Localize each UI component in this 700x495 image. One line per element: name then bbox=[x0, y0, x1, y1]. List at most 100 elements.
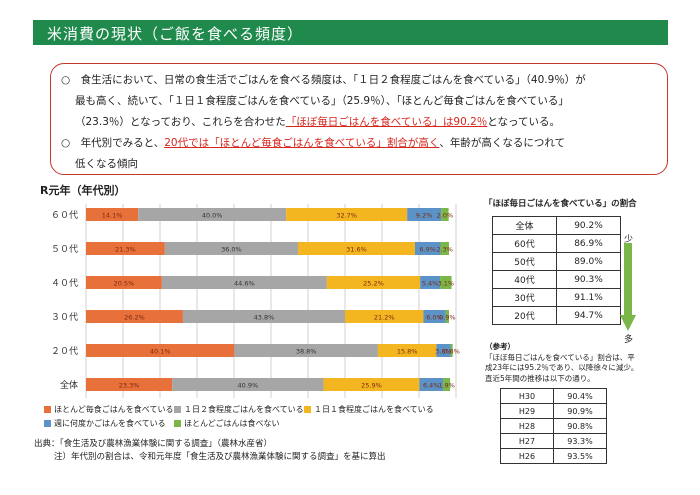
legend-swatch bbox=[44, 420, 51, 427]
legend-swatch bbox=[174, 406, 181, 413]
bar-segment bbox=[172, 378, 324, 391]
table-cell: 20代 bbox=[492, 306, 557, 325]
bar-segment bbox=[86, 378, 173, 391]
data-label: 9.2% bbox=[416, 212, 433, 220]
table-cell: H26 bbox=[500, 448, 554, 464]
legend-item: ほとんど毎食ごはんを食べている bbox=[44, 404, 173, 415]
data-label: 5.4% bbox=[422, 280, 439, 288]
table-cell: 90.3% bbox=[556, 270, 621, 289]
summary-line-1: ○ 食生活において、日常の食生活でごはんを食べる頻度は、「１日２食程度ごはんを食… bbox=[61, 74, 586, 86]
bar-segment bbox=[326, 276, 421, 289]
data-label: 31.6% bbox=[346, 246, 367, 254]
data-label: 40.1% bbox=[150, 348, 171, 356]
bar-segment bbox=[423, 310, 446, 323]
reference-line: 直近5年間の推移は以下の通り。 bbox=[485, 373, 595, 383]
summary-line-5: 低くなる傾向 bbox=[75, 158, 138, 170]
table-cell: 60代 bbox=[492, 234, 557, 253]
legend-label: １日２食程度ごはんを食べている bbox=[184, 405, 304, 414]
bar-segment bbox=[323, 378, 420, 391]
data-label: 1.9% bbox=[438, 382, 455, 390]
table-cell: 89.0% bbox=[556, 252, 621, 271]
data-label: 2.3% bbox=[436, 246, 453, 254]
source-line-1: 出典：「食生活及び農林漁業体験に関する調査」（農林水産省） bbox=[34, 439, 273, 449]
summary-line-4: ○ 年代別でみると、20代では「ほとんど毎食ごはんを食べている」割合が高く、年齢… bbox=[61, 137, 566, 149]
table-cell: 90.4% bbox=[553, 388, 607, 404]
summary-line-3: （23.3％）となっており、これらを合わせた「ほぼ毎日ごはんを食べている」は90… bbox=[75, 116, 560, 128]
data-label: 6.0% bbox=[426, 314, 443, 322]
table-row: H29 90.9% bbox=[500, 403, 607, 419]
stacked-bar-chart: ６０代 14.1% 40.0% 32.7% 9.2% 2.0% ５０代 21.3% 36.0% 3… bbox=[51, 204, 460, 398]
bar-segment bbox=[286, 208, 408, 221]
legend-swatch bbox=[174, 420, 181, 427]
data-label: 3.8% bbox=[435, 348, 452, 356]
bar-segment bbox=[443, 378, 451, 391]
bar-segment bbox=[86, 310, 183, 323]
bar-segment bbox=[445, 310, 449, 323]
table-cell: 94.7% bbox=[556, 306, 621, 325]
data-label: 21.3% bbox=[115, 246, 136, 254]
legend-item: １日２食程度ごはんを食べている bbox=[174, 404, 304, 415]
table-cell: 50代 bbox=[492, 252, 557, 271]
reference-line: （参考） bbox=[485, 342, 515, 351]
data-label: 23.3% bbox=[119, 382, 140, 390]
bar-segment bbox=[407, 208, 442, 221]
table-cell: 90.8% bbox=[553, 418, 607, 434]
summary-line-2: 最も高く、続いて、「１日１食程度ごはんを食べている」（25.9％）、「ほとんど毎… bbox=[75, 95, 569, 107]
bar-segment bbox=[86, 344, 235, 357]
reference-line: 成23年には95.2％であり、以降徐々に減少。 bbox=[485, 363, 639, 372]
table-row: H28 90.8% bbox=[500, 418, 607, 434]
category-label: ２０代 bbox=[51, 346, 78, 357]
table-cell: 93.3% bbox=[553, 433, 607, 449]
data-label: 36.0% bbox=[221, 246, 242, 254]
category-label: 全体 bbox=[60, 379, 78, 391]
table-cell: 90.2% bbox=[556, 216, 621, 235]
trend-table: H30 90.4% H29 90.9% H28 90.8% H27 93.3% H26 93.5% bbox=[500, 388, 607, 464]
bar-segment bbox=[440, 276, 452, 289]
category-label: ６０代 bbox=[51, 210, 78, 221]
table-row: 20代 94.7% bbox=[492, 306, 621, 325]
data-label: 25.9% bbox=[361, 382, 382, 390]
down-arrow-icon bbox=[620, 243, 636, 331]
data-label: 44.6% bbox=[234, 280, 255, 288]
source-line-2: 注）年代別の割合は、令和元年度「食生活及び農林漁業体験に関する調査」を基に算出 bbox=[54, 452, 386, 462]
bar-segment bbox=[345, 310, 424, 323]
reference-line: 「ほぼ毎日ごはんを食べている」割合は、平 bbox=[485, 352, 635, 362]
bar-segment bbox=[138, 208, 287, 221]
data-label: 6.9% bbox=[419, 246, 436, 254]
table-row: H26 93.5% bbox=[500, 448, 607, 464]
bar-segment bbox=[377, 344, 437, 357]
data-label: 21.2% bbox=[374, 314, 395, 322]
data-label: 2.0% bbox=[437, 212, 454, 220]
arrow-top-label: 少 bbox=[624, 235, 634, 245]
bar-segment bbox=[161, 276, 327, 289]
table-cell: 91.1% bbox=[556, 288, 621, 307]
page-title: 米消費の現状（ご飯を食べる頻度） bbox=[47, 25, 304, 43]
legend-label: ほとんど毎食ごはんを食べている bbox=[54, 405, 174, 414]
table-row: 50代 89.0% bbox=[492, 252, 621, 271]
table-cell: 86.9% bbox=[556, 234, 621, 253]
table-cell: H29 bbox=[500, 403, 554, 419]
bar-segment bbox=[436, 344, 451, 357]
bar-segment bbox=[450, 344, 453, 357]
bar-segment bbox=[86, 276, 162, 289]
data-label: 20.5% bbox=[114, 280, 135, 288]
bar-segment bbox=[298, 242, 415, 255]
table-cell: H28 bbox=[500, 418, 554, 434]
bar-segment bbox=[86, 242, 165, 255]
data-label: 3.1% bbox=[438, 280, 455, 288]
bar-segment bbox=[182, 310, 345, 323]
data-label: 14.1% bbox=[102, 212, 123, 220]
bar-segment bbox=[86, 208, 139, 221]
data-label: 15.8% bbox=[397, 348, 418, 356]
data-label: 0.9% bbox=[439, 314, 456, 322]
table-row: 全体 90.2% bbox=[492, 216, 621, 235]
data-label: 0.6% bbox=[443, 348, 460, 356]
table-row: H27 93.3% bbox=[500, 433, 607, 449]
legend-swatch bbox=[304, 406, 311, 413]
table-cell: 全体 bbox=[492, 216, 557, 235]
page-header: 米消費の現状（ご飯を食べる頻度） bbox=[33, 20, 668, 45]
summary-highlight-2: 20代では「ほとんど毎食ごはんを食べている」割合が高く bbox=[164, 137, 440, 149]
table-cell: 90.9% bbox=[553, 403, 607, 419]
bar-segment bbox=[419, 378, 444, 391]
legend-item: １日１食程度ごはんを食べている bbox=[304, 404, 434, 415]
